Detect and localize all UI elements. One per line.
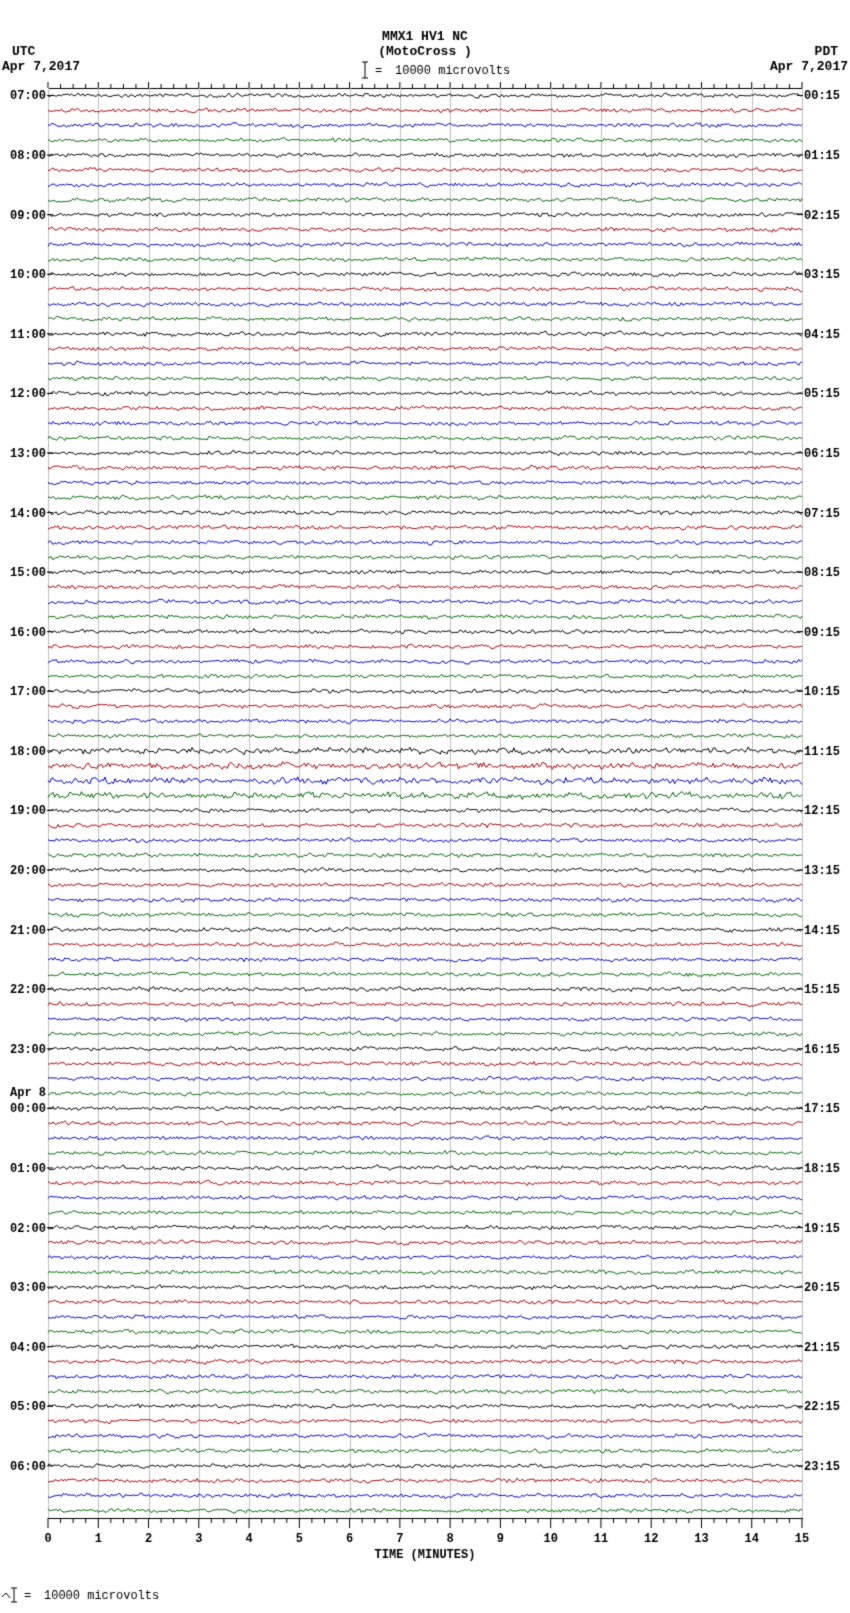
seismogram-canvas: [0, 0, 850, 1613]
